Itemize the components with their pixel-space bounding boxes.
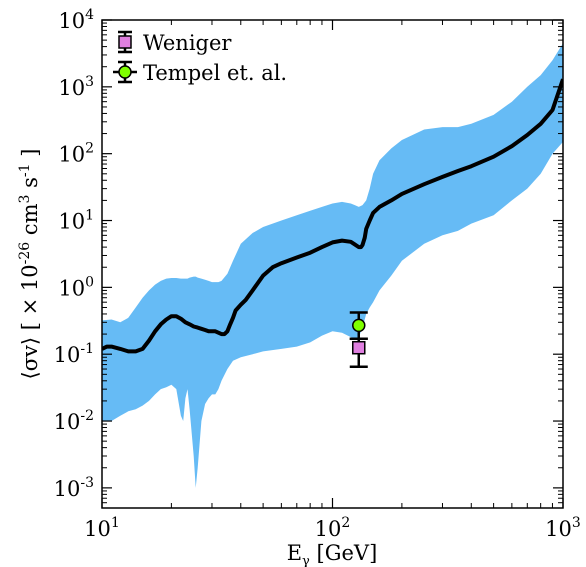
y-tick-label: 10-3 bbox=[54, 475, 94, 501]
y-axis-label: ⟨σv⟩ [ × 10-26 cm3 s-1 ] bbox=[17, 149, 42, 380]
main-series-line bbox=[102, 78, 563, 354]
axis-ticks bbox=[101, 19, 564, 508]
y-tick-label: 10-1 bbox=[54, 341, 94, 367]
legend-label-tempel: Tempel et. al. bbox=[143, 61, 287, 85]
legend-marker-tempel bbox=[118, 65, 132, 79]
data-points bbox=[349, 311, 368, 368]
legend-label-weniger: Weniger bbox=[143, 31, 232, 55]
legend-item-weniger: Weniger bbox=[118, 30, 232, 55]
data-point-weniger bbox=[349, 337, 368, 368]
x-tick-label: 103 bbox=[545, 515, 581, 541]
marker-weniger bbox=[352, 340, 366, 355]
x-axis-label: Eγ [GeV] bbox=[287, 541, 378, 567]
marker-tempel-et-al bbox=[352, 318, 366, 333]
y-tick-label: 100 bbox=[58, 274, 94, 300]
y-tick-label: 104 bbox=[58, 7, 94, 33]
tick-labels: 101 102 103 10-3 10-2 10-1 100 101 102 103 104 bbox=[54, 7, 581, 541]
legend: Weniger Tempel et. al. bbox=[113, 30, 287, 85]
y-tick-label: 10-2 bbox=[54, 408, 94, 434]
x-tick-label: 102 bbox=[315, 515, 351, 541]
data-point-tempel-et-al bbox=[349, 311, 368, 341]
uncertainty-band bbox=[102, 43, 563, 488]
x-tick-label: 101 bbox=[84, 515, 120, 541]
y-tick-label: 103 bbox=[58, 74, 94, 100]
legend-marker-weniger bbox=[118, 35, 132, 49]
y-tick-label: 102 bbox=[58, 141, 94, 167]
plot-area bbox=[102, 43, 563, 488]
y-tick-label: 101 bbox=[58, 208, 94, 234]
legend-item-tempel: Tempel et. al. bbox=[113, 60, 287, 85]
